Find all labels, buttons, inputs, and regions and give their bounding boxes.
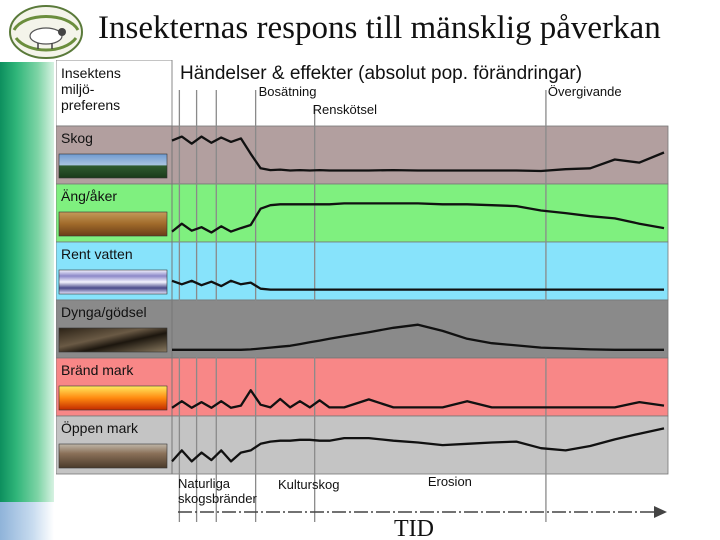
- figure-panel: Insektens miljö-preferens Händelser & effe…: [56, 60, 670, 538]
- event-label: Naturliga: [178, 476, 231, 491]
- row-label: Skog: [61, 130, 93, 146]
- series-line: [171, 202, 665, 234]
- event-label: Renskötsel: [313, 102, 377, 117]
- chart-title: Händelser & effekter (absolut pop. förän…: [180, 63, 582, 84]
- axis-label: TID: [394, 516, 434, 538]
- decorative-side-band-lower: [0, 502, 54, 540]
- row-header-line: Insektens: [61, 65, 121, 81]
- series-line: [171, 135, 665, 173]
- row-label: Dynga/gödsel: [61, 304, 147, 320]
- event-label: Övergivande: [548, 84, 622, 99]
- series-line: [171, 279, 664, 291]
- event-label: skogsbränder: [178, 491, 257, 506]
- header-cell: [56, 60, 173, 127]
- row-header-line: preferens: [61, 97, 120, 113]
- sheep-logo-icon: [9, 5, 83, 59]
- event-label: Bosätning: [259, 84, 317, 99]
- event-label: Kulturskog: [278, 477, 339, 492]
- row-label: Äng/åker: [61, 188, 117, 204]
- row-label: Öppen mark: [61, 419, 139, 436]
- row-photo: [58, 211, 168, 237]
- row-photo: [58, 269, 168, 295]
- row-photo: [58, 443, 168, 469]
- row-photo: [58, 385, 168, 411]
- series-line: [172, 323, 664, 351]
- time-axis-arrow-icon: [654, 506, 667, 518]
- row-label: Rent vatten: [61, 246, 133, 262]
- row-photo: [58, 153, 168, 179]
- event-label: Erosion: [428, 474, 472, 489]
- slide-title: Insekternas respons till mänsklig påverk…: [98, 10, 661, 46]
- decorative-side-band: [0, 62, 54, 502]
- series-line: [171, 389, 665, 409]
- series-line: [171, 427, 665, 463]
- row-photo: [58, 327, 168, 353]
- row-header-line: miljö-: [61, 81, 95, 97]
- row-label: Bränd mark: [61, 362, 134, 378]
